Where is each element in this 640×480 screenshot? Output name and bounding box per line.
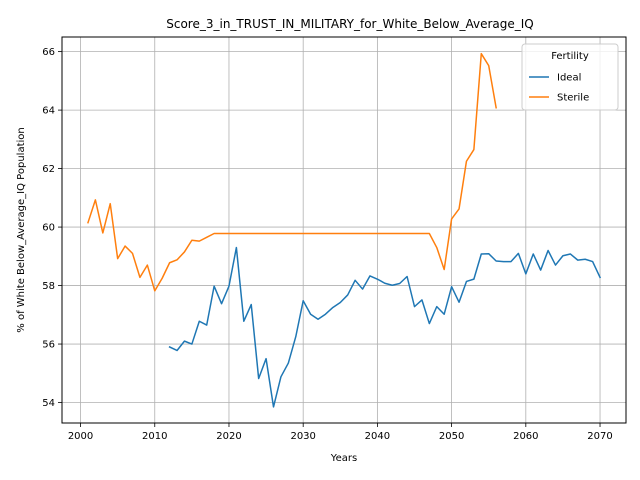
y-tick-label: 54 [42,398,55,409]
series-lines [87,52,602,408]
legend-label-sterile: Sterile [557,93,589,104]
y-tick-label: 66 [42,47,55,58]
y-tick-label: 60 [42,223,55,234]
x-tick-label: 2000 [68,431,93,442]
x-tick-label: 2050 [439,431,464,442]
x-axis-label: Years [330,453,357,464]
y-axis-ticks: 54 56 58 60 62 64 66 [42,47,62,409]
x-tick-label: 2020 [216,431,241,442]
chart-title: Score_3_in_TRUST_IN_MILITARY_for_White_B… [166,17,533,31]
series-line-sterile [87,52,497,292]
series-line-ideal [168,246,602,408]
x-tick-label: 2070 [587,431,612,442]
x-tick-label: 2010 [142,431,167,442]
y-tick-label: 62 [42,164,55,175]
legend-entries: Ideal Sterile [529,73,589,104]
legend-label-ideal: Ideal [557,73,581,84]
x-tick-label: 2060 [513,431,538,442]
legend-box [521,43,619,111]
y-axis-label: % of White Below_Average_IQ Population [16,127,27,332]
y-tick-label: 64 [42,106,55,117]
x-tick-label: 2040 [365,431,390,442]
y-tick-label: 56 [42,340,55,351]
x-axis-ticks: 2000 2010 2020 2030 2040 2050 2060 2070 [68,423,613,442]
plot-area-frame [61,36,627,424]
x-tick-label: 2030 [290,431,315,442]
y-tick-label: 58 [42,281,55,292]
legend: Fertility Ideal Sterile [521,43,619,111]
legend-title: Fertility [551,51,589,62]
